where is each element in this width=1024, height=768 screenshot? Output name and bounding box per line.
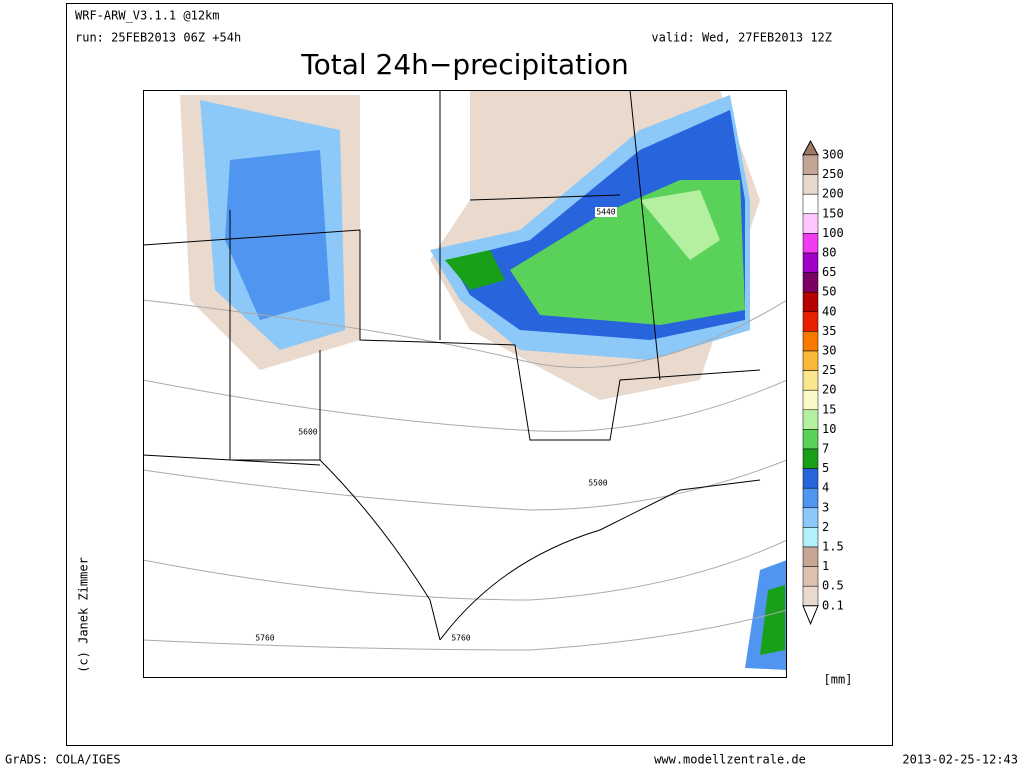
contour-label-bg xyxy=(254,633,276,643)
colorbar-band xyxy=(802,487,819,509)
colorbar-band xyxy=(802,448,819,469)
precip-green-light xyxy=(640,190,720,260)
colorbar-level: 30 xyxy=(822,344,836,358)
colorbar-band xyxy=(802,233,819,254)
colorbar-band xyxy=(802,468,819,489)
colorbar-level: 150 xyxy=(822,206,844,220)
colorbar-bottom-cap xyxy=(802,605,819,626)
colorbar-band xyxy=(802,507,819,528)
contour-label-bg xyxy=(587,478,609,488)
colorbar-level: 80 xyxy=(822,246,836,260)
colorbar-band xyxy=(802,331,819,352)
footer-right: 2013-02-25-12:43 xyxy=(902,753,1018,767)
colorbar-level: 20 xyxy=(822,383,836,397)
unit-label: [mm] xyxy=(824,673,853,687)
colorbar-band xyxy=(802,429,819,450)
colorbar-band xyxy=(802,213,819,234)
run-label: run: 25FEB2013 06Z +54h xyxy=(75,31,241,45)
contour-label: 5440 xyxy=(596,208,615,217)
colorbar-level: 7 xyxy=(822,442,829,456)
colorbar-top-cap xyxy=(802,139,819,156)
colorbar-band xyxy=(802,585,819,607)
colorbar: 300 250 200 150 100 80 65 50 40 35 30 25 20 15 10 7 5 4 3 2… xyxy=(802,139,844,626)
colorbar-level: 2 xyxy=(822,520,829,534)
colorbar-level: 3 xyxy=(822,500,829,514)
contour-label: 5760 xyxy=(255,634,274,643)
colorbar-level: 100 xyxy=(822,226,844,240)
contour-label: 5500 xyxy=(588,479,607,488)
map: 5440 5600 5500 5760 5760 xyxy=(143,90,787,678)
contour-line xyxy=(143,299,787,368)
precip-green-dark xyxy=(445,250,505,290)
colorbar-level: 5 xyxy=(822,461,829,475)
colorbar-band xyxy=(802,350,819,371)
colorbar-level: 25 xyxy=(822,363,836,377)
colorbar-level: 1 xyxy=(822,559,829,573)
colorbar-band xyxy=(802,566,819,587)
state-border xyxy=(143,90,661,466)
map-frame xyxy=(143,90,787,678)
state-border xyxy=(143,229,761,441)
colorbar-band xyxy=(802,193,819,215)
colorbar-level: 4 xyxy=(822,481,829,495)
valid-label: valid: Wed, 27FEB2013 12Z xyxy=(651,31,832,45)
colorbar-level: 40 xyxy=(822,304,836,318)
colorbar-level: 0.1 xyxy=(822,598,844,612)
colorbar-band xyxy=(802,389,819,411)
colorbar-level: 65 xyxy=(822,265,836,279)
coastline xyxy=(319,459,761,641)
colorbar-band xyxy=(802,252,819,273)
model-label: WRF-ARW_V3.1.1 @12km xyxy=(75,9,220,23)
colorbar-band xyxy=(802,527,819,548)
contour-label-bg xyxy=(450,633,472,643)
colorbar-band xyxy=(802,311,819,332)
title: Total 24h−precipitation xyxy=(300,48,629,81)
credit: (c) Janek Zimmer xyxy=(77,557,91,673)
contour-line xyxy=(143,539,787,601)
contour-label-bg xyxy=(297,427,319,437)
colorbar-band xyxy=(802,174,819,195)
colorbar-level: 35 xyxy=(822,324,836,338)
colorbar-level: 0.5 xyxy=(822,579,844,593)
precip-green xyxy=(760,585,785,655)
colorbar-level: 250 xyxy=(822,167,844,181)
colorbar-band xyxy=(802,409,819,430)
precip-blue xyxy=(225,150,330,320)
colorbar-level: 50 xyxy=(822,285,836,299)
colorbar-level: 10 xyxy=(822,422,836,436)
colorbar-band xyxy=(802,370,819,391)
footer-left: GrADS: COLA/IGES xyxy=(5,753,121,767)
contour-line xyxy=(143,379,787,432)
colorbar-band xyxy=(802,291,819,313)
outer-frame xyxy=(66,3,893,746)
contour-line xyxy=(143,459,787,511)
footer-center: www.modellzentrale.de xyxy=(654,753,806,767)
contour-label-bg xyxy=(595,207,617,217)
colorbar-level: 200 xyxy=(822,187,844,201)
contour-label: 5760 xyxy=(451,634,470,643)
contour-label: 5600 xyxy=(298,428,317,437)
colorbar-band xyxy=(802,154,819,175)
contour-line xyxy=(143,609,787,651)
colorbar-level: 15 xyxy=(822,402,836,416)
colorbar-band xyxy=(802,272,819,293)
colorbar-band xyxy=(802,546,819,567)
colorbar-level: 1.5 xyxy=(822,540,844,554)
colorbar-level: 300 xyxy=(822,148,844,162)
